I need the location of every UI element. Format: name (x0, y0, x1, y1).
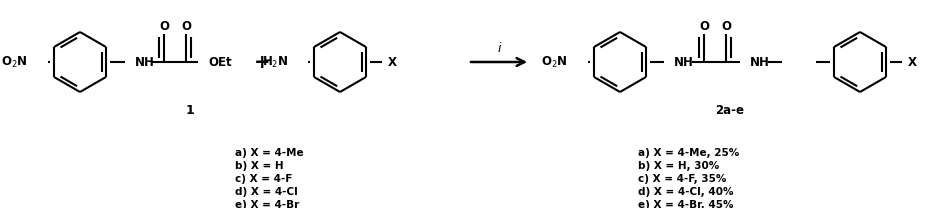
Text: NH: NH (135, 56, 155, 68)
Text: O: O (699, 20, 708, 32)
Text: O: O (720, 20, 731, 32)
Text: NH: NH (673, 56, 693, 68)
Text: d) X = 4-Cl, 40%: d) X = 4-Cl, 40% (637, 187, 733, 197)
Text: a) X = 4-Me: a) X = 4-Me (235, 148, 303, 158)
Text: i: i (497, 42, 500, 54)
Text: d) X = 4-Cl: d) X = 4-Cl (235, 187, 297, 197)
Text: O$_2$N: O$_2$N (1, 54, 28, 69)
Text: 2a-e: 2a-e (715, 104, 744, 116)
Text: b) X = H: b) X = H (235, 161, 283, 171)
Text: a) X = 4-Me, 25%: a) X = 4-Me, 25% (637, 148, 738, 158)
Text: NH: NH (750, 56, 769, 68)
Text: b) X = H, 30%: b) X = H, 30% (637, 161, 718, 171)
Text: +: + (254, 52, 270, 72)
Text: X: X (388, 56, 396, 68)
Text: H$_2$N: H$_2$N (261, 54, 288, 69)
Text: e) X = 4-Br: e) X = 4-Br (235, 200, 299, 208)
Text: O: O (181, 20, 191, 32)
Text: OEt: OEt (208, 56, 231, 68)
Text: e) X = 4-Br, 45%: e) X = 4-Br, 45% (637, 200, 733, 208)
Text: c) X = 4-F: c) X = 4-F (235, 174, 292, 184)
Text: X: X (907, 56, 916, 68)
Text: O$_2$N: O$_2$N (541, 54, 567, 69)
Text: 1: 1 (185, 104, 194, 116)
Text: O: O (159, 20, 169, 32)
Text: c) X = 4-F, 35%: c) X = 4-F, 35% (637, 174, 726, 184)
